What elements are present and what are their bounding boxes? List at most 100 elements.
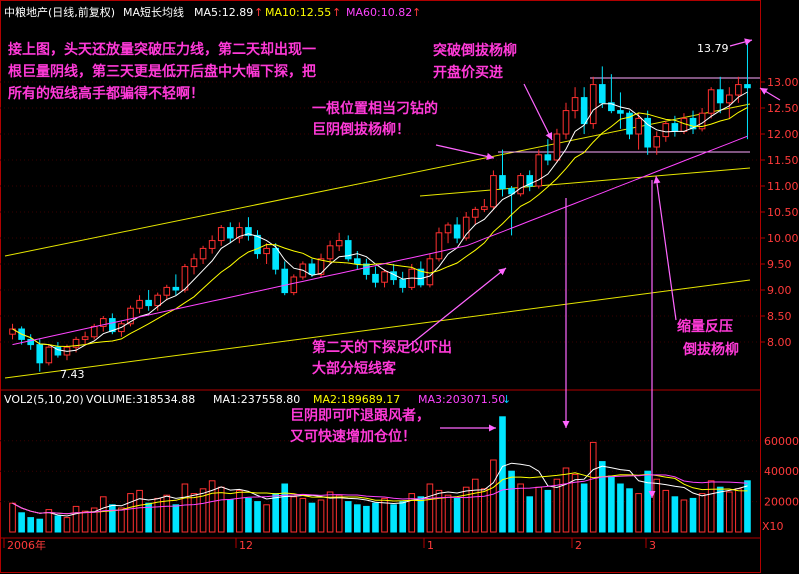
volume-bar — [326, 491, 334, 533]
volume-bar — [471, 478, 479, 533]
vol-header-arrow: ↓ — [502, 393, 511, 406]
ma60-line — [12, 135, 748, 346]
volume-bar — [81, 510, 89, 533]
juyin-text-line2: 又可快速增加仓位！ — [290, 428, 416, 445]
volume-bar — [735, 488, 742, 533]
volume-bar — [72, 505, 80, 533]
candle-body — [589, 84, 597, 125]
arrow-to-breakout — [523, 83, 553, 141]
candle-body — [72, 338, 80, 348]
candle-body — [245, 227, 252, 236]
candle-body — [363, 263, 370, 275]
candle-body — [354, 258, 361, 265]
annotation-arrows — [405, 38, 781, 498]
price-tick-label: 11.00 — [767, 180, 799, 193]
suoliang-text-line2: 倒拔杨柳 — [682, 341, 739, 358]
volume-bar — [580, 483, 588, 533]
volume-bar — [172, 504, 180, 533]
candle-body — [190, 258, 198, 268]
arrow-to-second-day — [405, 267, 507, 349]
candle-body — [444, 224, 452, 234]
vol-header-ma2: MA2:189689.17 — [313, 393, 400, 406]
candle-body — [145, 299, 152, 307]
volume-bar — [517, 483, 524, 533]
candle-body — [481, 206, 488, 210]
volume-bar — [344, 501, 352, 533]
candle-body — [272, 247, 279, 270]
volume-bar — [63, 517, 71, 533]
juyin-text-line1: 巨阴即可吓退跟风者， — [290, 408, 430, 424]
candle-body — [344, 240, 352, 260]
volume-bar — [707, 480, 715, 533]
volume-bar — [226, 499, 234, 533]
date-axis: 2006年 12 1 2 3 — [3, 538, 656, 552]
candle-body — [290, 276, 298, 294]
price-tick-label: 10.50 — [767, 206, 799, 219]
volume-bar — [36, 518, 44, 533]
tijiao-text-line1: 一根位置相当刁钻的 — [312, 100, 438, 117]
volume-bar — [236, 489, 243, 533]
volume-bar — [145, 502, 152, 533]
candle-body — [553, 133, 561, 161]
volume-bar — [716, 486, 724, 533]
volume-bar — [671, 496, 679, 533]
candle-body — [335, 240, 343, 247]
volume-bar — [399, 501, 406, 533]
volume-bar — [444, 494, 452, 533]
candle-body — [181, 266, 189, 291]
second-day-text-line2: 大部分短线客 — [312, 360, 397, 377]
header-ma5-arrow: ↑ — [254, 6, 263, 19]
volume-bar — [481, 488, 488, 533]
volume-bar — [372, 502, 379, 533]
candle-body — [317, 258, 325, 275]
arrow-to-big-bear — [435, 144, 495, 160]
candle-body — [517, 175, 524, 195]
candle-body — [81, 336, 89, 340]
date-tick-label: 12 — [239, 539, 253, 552]
tupo-text-line1: 突破倒拔杨柳 — [433, 42, 517, 59]
candle-body — [326, 245, 334, 260]
candle-body — [90, 325, 98, 338]
vol-header-volume: VOLUME:318534.88 — [86, 393, 195, 406]
header-ma60-arrow: ↑ — [412, 6, 421, 19]
volume-bar — [54, 515, 62, 533]
volume-bar — [154, 497, 162, 533]
candle-body — [27, 338, 34, 346]
candle-body — [626, 112, 633, 135]
candle-body — [199, 247, 207, 260]
vol-ma3-line — [12, 474, 748, 515]
candle-body — [544, 154, 552, 161]
volume-bar — [45, 509, 53, 533]
candle-body — [689, 117, 697, 130]
intro-text-line1: 接上图，头天还放量突破压力线，第二天却出现一 — [8, 41, 316, 58]
volume-bar — [136, 489, 143, 533]
vol-tick-label: 40000 — [764, 465, 799, 478]
candle-body — [671, 123, 679, 132]
volume-bar — [653, 478, 661, 533]
candle-body — [208, 240, 216, 249]
volume-bar — [608, 475, 615, 533]
volume-bar — [299, 497, 307, 533]
high-price-label: 13.79 — [697, 42, 729, 55]
volume-bar — [562, 467, 570, 533]
candle-body — [635, 117, 642, 135]
volume-bar — [626, 488, 633, 533]
volume-bar — [99, 496, 107, 533]
price-tick-label: 9.50 — [767, 258, 792, 271]
candle-body — [308, 263, 316, 275]
volume-bar — [181, 483, 189, 533]
volume-bar — [363, 505, 370, 533]
vol-header-name: VOL2(5,10,20) — [4, 393, 84, 406]
volume-bar — [190, 493, 198, 533]
candle-body — [426, 258, 434, 286]
volume-bar — [281, 483, 289, 533]
volume-bar — [354, 504, 361, 533]
candle-body — [54, 346, 62, 356]
candle-body — [236, 227, 243, 239]
tijiao-text-line2: 巨阴倒拔杨柳！ — [312, 121, 410, 138]
candle-body — [707, 89, 715, 114]
volume-bar — [208, 480, 216, 533]
suoliang-text-line1: 缩量反压 — [677, 318, 733, 335]
arrow-to-last-candle — [759, 87, 781, 101]
